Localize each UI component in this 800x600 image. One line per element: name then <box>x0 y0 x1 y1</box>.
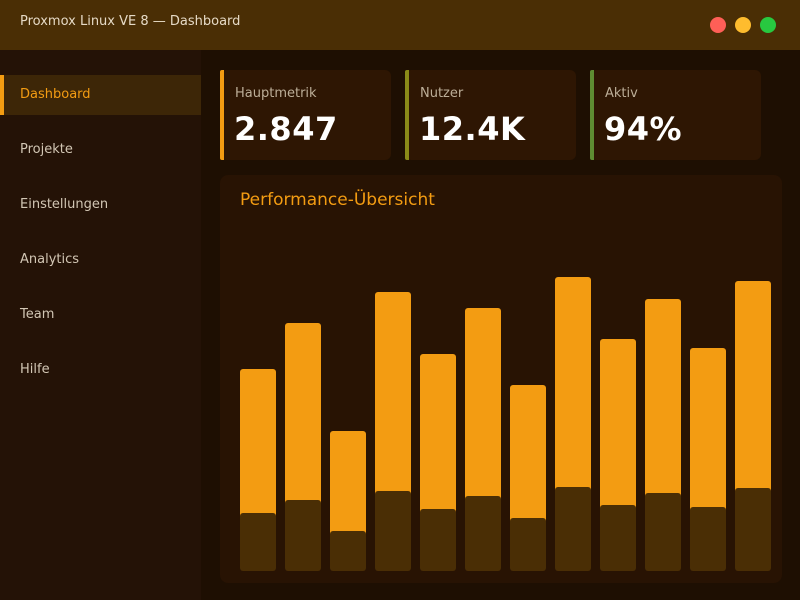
stat-accent-bar <box>405 70 409 160</box>
sidebar-item-analytics[interactable]: Analytics <box>20 252 80 267</box>
chart-bar-lower <box>645 493 681 571</box>
chart-bar-lower <box>555 487 591 571</box>
stat-card-nutzer: Nutzer 12.4K <box>405 70 576 160</box>
chart-bar-upper <box>465 308 501 502</box>
chart-bar-upper <box>645 299 681 499</box>
stat-accent-bar <box>590 70 594 160</box>
chart-bar-upper <box>375 292 411 497</box>
chart-bar-lower <box>330 531 366 571</box>
chart-bar-lower <box>600 505 636 571</box>
main-content: Hauptmetrik 2.847 Nutzer 12.4K Aktiv 94%… <box>201 50 800 600</box>
performance-bar-chart <box>240 277 771 571</box>
chart-bar-lower <box>735 488 771 571</box>
sidebar-item-einstellungen[interactable]: Einstellungen <box>20 197 109 212</box>
chart-bar-upper <box>330 431 366 537</box>
sidebar: Dashboard Projekte Einstellungen Analyti… <box>0 50 201 600</box>
minimize-window-button[interactable] <box>735 17 751 33</box>
stat-accent-bar <box>220 70 224 160</box>
chart-bar-upper <box>735 281 771 494</box>
stat-label: Nutzer <box>420 86 464 101</box>
maximize-window-button[interactable] <box>760 17 776 33</box>
chart-title: Performance-Übersicht <box>240 190 435 210</box>
chart-bar-lower <box>375 491 411 571</box>
chart-bar-upper <box>690 348 726 513</box>
chart-bar-upper <box>285 323 321 506</box>
close-window-button[interactable] <box>710 17 726 33</box>
sidebar-item-dashboard[interactable]: Dashboard <box>0 75 201 115</box>
stat-value: 2.847 <box>234 110 338 148</box>
sidebar-item-hilfe[interactable]: Hilfe <box>20 362 50 377</box>
stat-label: Aktiv <box>605 86 638 101</box>
sidebar-item-projekte[interactable]: Projekte <box>20 142 73 157</box>
chart-bar-upper <box>240 369 276 519</box>
chart-bar-lower <box>510 518 546 571</box>
stat-label: Hauptmetrik <box>235 86 317 101</box>
window-title: Proxmox Linux VE 8 — Dashboard <box>20 14 241 29</box>
chart-bar-upper <box>420 354 456 515</box>
stat-value: 12.4K <box>419 110 526 148</box>
stat-card-aktiv: Aktiv 94% <box>590 70 761 160</box>
chart-bar-lower <box>240 513 276 571</box>
stat-value: 94% <box>604 110 683 148</box>
chart-bar-lower <box>465 496 501 571</box>
stat-card-hauptmetrik: Hauptmetrik 2.847 <box>220 70 391 160</box>
sidebar-item-team[interactable]: Team <box>20 307 55 322</box>
title-bar: Proxmox Linux VE 8 — Dashboard <box>0 0 800 50</box>
chart-bar-lower <box>285 500 321 571</box>
chart-bar-upper <box>555 277 591 493</box>
chart-bar-upper <box>600 339 636 511</box>
performance-chart-card: Performance-Übersicht <box>220 175 782 583</box>
chart-bar-lower <box>420 509 456 571</box>
chart-bar-lower <box>690 507 726 571</box>
chart-bar-upper <box>510 385 546 524</box>
